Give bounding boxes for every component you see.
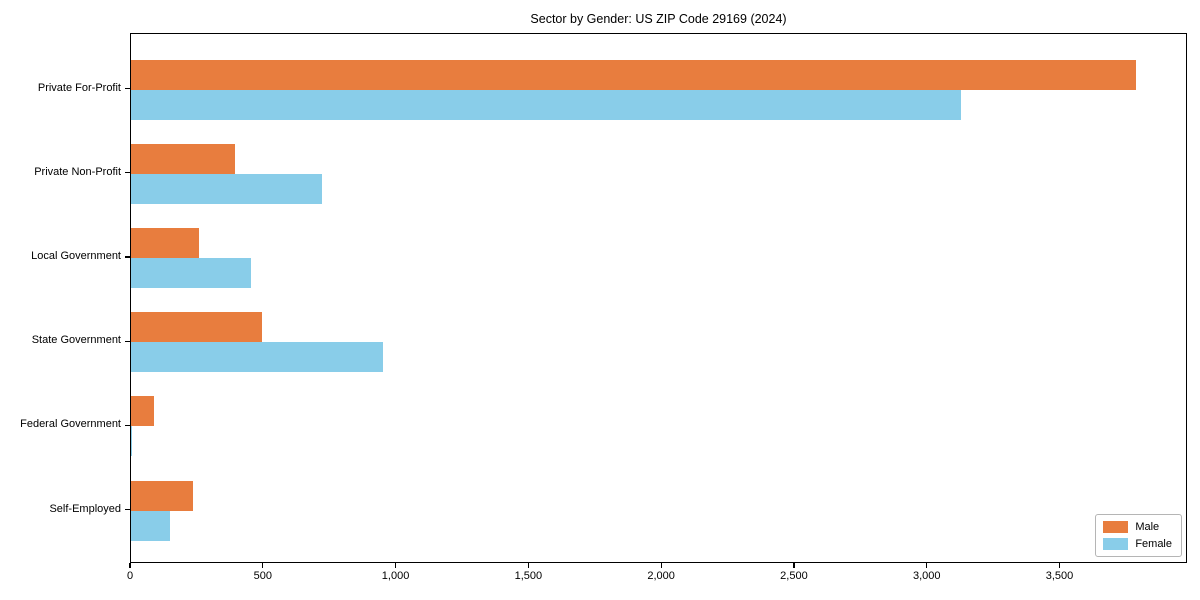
- bar-male-private-for-profit: [131, 59, 1137, 90]
- y-tick-mark: [125, 340, 130, 342]
- legend-entry-male: Male: [1103, 521, 1172, 533]
- x-tick-mark: [660, 563, 662, 568]
- y-tick-mark: [125, 256, 130, 258]
- bar-male-self-employed: [131, 480, 194, 511]
- x-tick-label-3000: 3,000: [912, 570, 941, 582]
- legend-swatch-female: [1103, 538, 1129, 550]
- bar-male-local-government: [131, 228, 199, 258]
- bar-female-self-employed: [131, 510, 170, 541]
- x-tick-label-1500: 1,500: [514, 570, 543, 582]
- y-tick-mark: [125, 172, 130, 174]
- x-tick-mark: [262, 563, 264, 568]
- x-tick-label-1000: 1,000: [381, 570, 410, 582]
- y-tick-label-state-government: State Government: [31, 334, 121, 347]
- y-tick-label-private-for-profit: Private For-Profit: [37, 81, 121, 94]
- x-tick-mark: [1058, 563, 1061, 568]
- x-tick-label-3500: 3,500: [1045, 570, 1074, 582]
- x-tick-label-0: 0: [126, 570, 134, 582]
- y-tick-label-federal-government: Federal Government: [20, 418, 121, 431]
- legend-swatch-male: [1103, 521, 1129, 533]
- x-tick-label-2500: 2,500: [780, 570, 808, 582]
- y-tick-label-private-non-profit: Private Non-Profit: [34, 165, 121, 178]
- x-tick-mark: [394, 563, 397, 568]
- y-tick-mark: [125, 88, 130, 90]
- bar-female-state-government: [131, 342, 384, 373]
- x-tick-mark: [926, 563, 928, 568]
- x-tick-mark: [129, 563, 131, 568]
- y-tick-label-local-government: Local Government: [31, 250, 121, 262]
- bar-female-private-non-profit: [131, 173, 323, 204]
- bar-female-local-government: [131, 258, 251, 288]
- y-tick-mark: [125, 509, 130, 511]
- plot-area: Male Female: [130, 33, 1187, 563]
- legend: Male Female: [1095, 514, 1182, 557]
- chart-title: Sector by Gender: US ZIP Code 29169 (202…: [530, 12, 787, 26]
- y-tick-mark: [125, 424, 130, 426]
- bar-male-private-non-profit: [131, 143, 235, 174]
- bar-female-federal-government: [131, 426, 133, 457]
- bar-male-federal-government: [131, 396, 154, 427]
- x-tick-label-2000: 2,000: [647, 570, 675, 582]
- y-tick-label-self-employed: Self-Employed: [49, 502, 121, 515]
- x-tick-mark: [793, 563, 795, 568]
- bar-female-private-for-profit: [131, 89, 961, 120]
- legend-label-male: Male: [1135, 521, 1160, 533]
- bar-male-state-government: [131, 312, 263, 343]
- legend-entry-female: Female: [1103, 538, 1172, 550]
- x-tick-label-500: 500: [253, 570, 272, 582]
- legend-label-female: Female: [1135, 538, 1172, 550]
- x-tick-mark: [527, 563, 529, 568]
